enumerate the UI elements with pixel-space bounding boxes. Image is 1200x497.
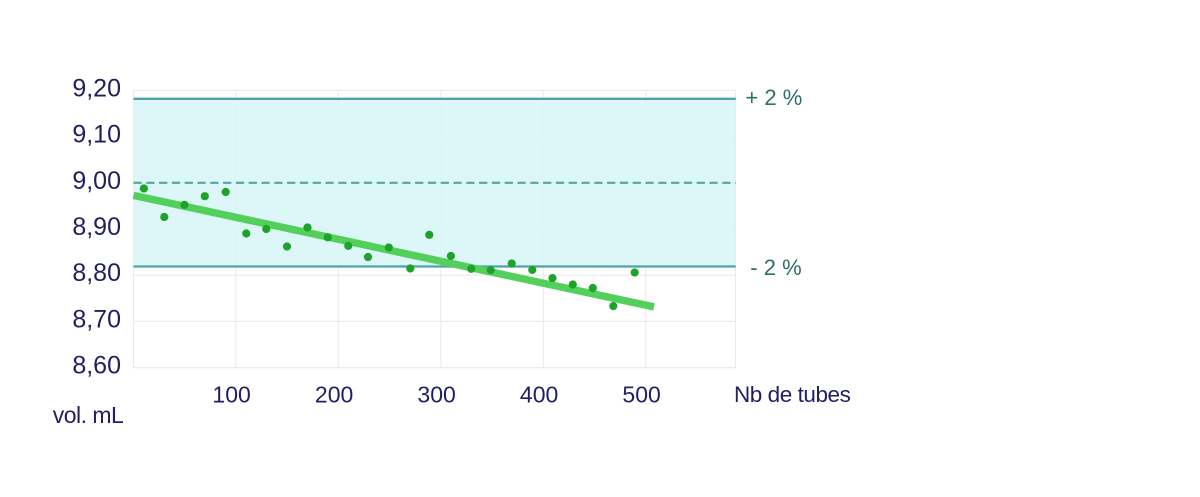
svg-text:9,20: 9,20 xyxy=(72,74,121,102)
svg-text:Nb de tubes: Nb de tubes xyxy=(734,382,851,407)
svg-text:300: 300 xyxy=(417,382,455,408)
svg-text:8,90: 8,90 xyxy=(72,213,121,241)
svg-text:200: 200 xyxy=(315,382,353,408)
svg-text:100: 100 xyxy=(212,382,250,408)
svg-text:500: 500 xyxy=(622,382,660,408)
svg-text:vol. mL: vol. mL xyxy=(53,402,124,428)
svg-text:- 2 %: - 2 % xyxy=(750,255,801,280)
svg-text:400: 400 xyxy=(520,382,558,408)
svg-text:8,80: 8,80 xyxy=(72,259,121,287)
svg-text:9,10: 9,10 xyxy=(72,121,121,149)
svg-text:8,70: 8,70 xyxy=(72,305,121,333)
svg-text:9,00: 9,00 xyxy=(72,167,121,195)
svg-text:+ 2 %: + 2 % xyxy=(745,85,802,110)
svg-text:8,60: 8,60 xyxy=(72,352,121,380)
